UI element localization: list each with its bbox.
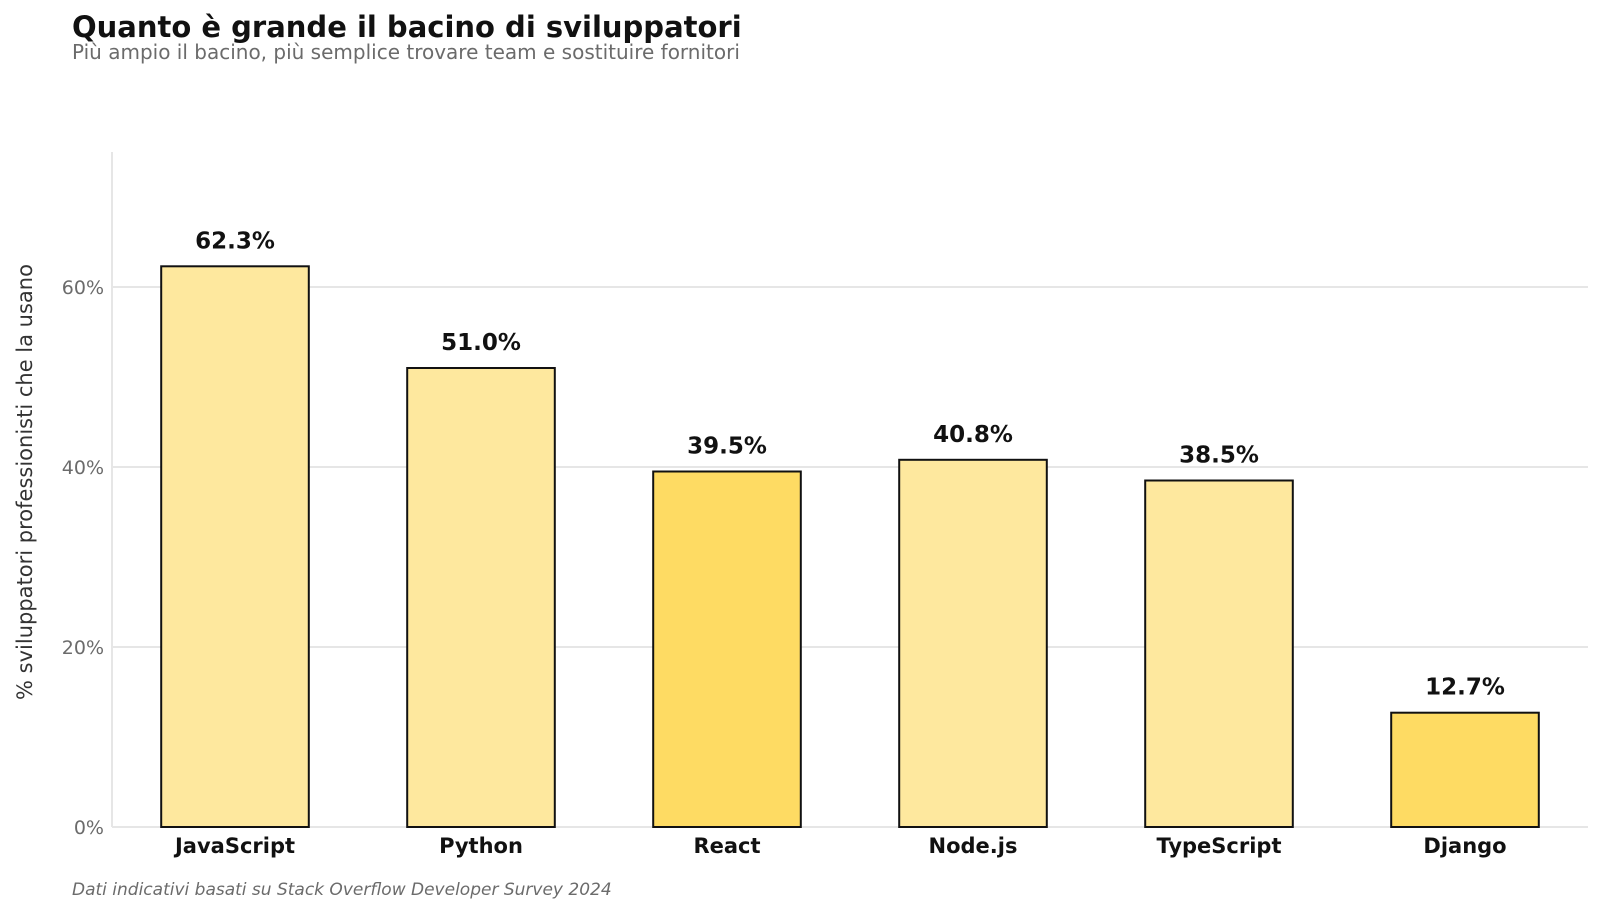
data-label: 39.5%: [687, 434, 767, 460]
x-tick-label: React: [693, 834, 760, 858]
data-label: 38.5%: [1179, 443, 1259, 469]
y-axis-label: % sviluppatori professionisti che la usa…: [13, 264, 37, 700]
x-tick-label: JavaScript: [173, 834, 295, 858]
y-tick-label: 60%: [62, 277, 104, 299]
bar-react: [652, 470, 802, 828]
bar-node-js: [898, 458, 1048, 828]
bar-python: [406, 367, 556, 828]
labels: 0% 20% 40% 60% 62.3% JavaScript 51.0% Python 39.…: [62, 228, 1507, 858]
data-label: 12.7%: [1425, 675, 1505, 701]
gridlines: [111, 152, 1588, 828]
x-tick-label: Python: [439, 834, 523, 858]
x-tick-label: Django: [1423, 834, 1506, 858]
y-tick-label: 20%: [62, 637, 104, 659]
y-tick-label: 40%: [62, 457, 104, 479]
data-label: 40.8%: [933, 422, 1013, 448]
bar-django: [1390, 711, 1540, 829]
y-tick-label: 0%: [74, 817, 104, 839]
chart-title: Quanto è grande il bacino di sviluppator…: [72, 10, 742, 44]
data-label: 51.0%: [441, 330, 521, 356]
data-label: 62.3%: [195, 228, 275, 254]
bar-javascript: [160, 265, 310, 828]
chart-subtitle: Più ampio il bacino, più semplice trovar…: [72, 40, 740, 64]
x-tick-label: Node.js: [929, 834, 1018, 858]
bar-typescript: [1144, 479, 1294, 828]
bars: [160, 265, 1540, 829]
x-tick-label: TypeScript: [1157, 834, 1282, 858]
chart-caption: Dati indicativi basati su Stack Overflow…: [72, 880, 612, 900]
